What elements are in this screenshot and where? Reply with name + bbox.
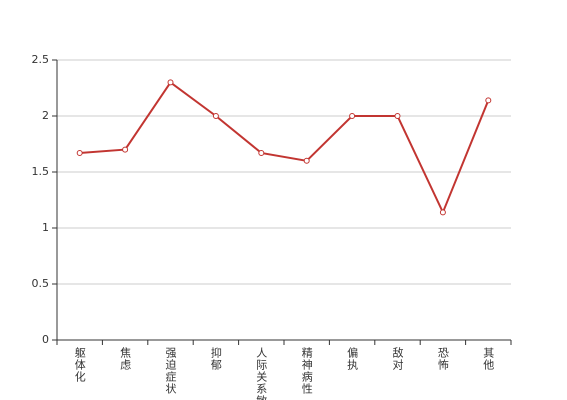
x-tick-label: 其他 [482,347,495,371]
point [212,113,219,119]
y-tick-label: 2 [42,109,49,122]
x-tick-label: 人际关系敏感 [255,347,268,400]
point [258,149,265,156]
point [485,97,492,104]
x-tick-label: 偏执 [346,346,359,371]
x-tick-label: 躯体化 [73,347,86,383]
y-tick-label: 1 [42,221,49,234]
y-tick-label: 2.5 [32,53,50,66]
y-tick-label: 0 [42,333,49,346]
y-tick-label: 1.5 [32,165,50,178]
x-tick-label: 恐怖 [436,347,449,371]
x-tick-label: 精神病性 [300,347,313,395]
y-tick-label: 0.5 [32,277,50,290]
series-line [79,80,490,215]
point [76,149,83,156]
x-tick-label: 敌对 [391,346,404,371]
x-tick-label: 焦虑 [119,347,132,371]
point [303,157,310,164]
point [439,209,446,216]
x-tick-label: 强迫症状 [164,347,177,395]
point [349,113,356,119]
point [167,79,174,86]
x-tick-label: 抑郁 [209,346,222,371]
point [394,113,401,119]
point [122,146,129,153]
